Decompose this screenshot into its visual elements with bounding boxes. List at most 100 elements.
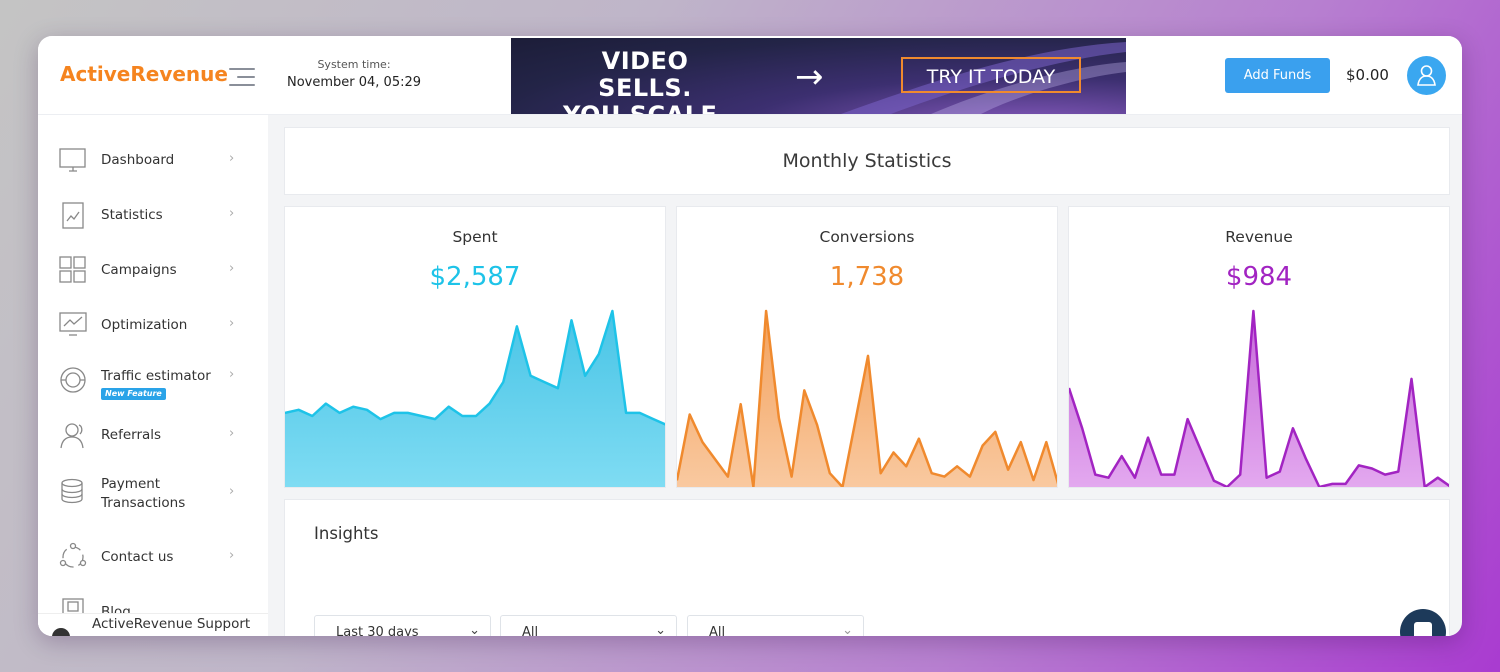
chart-screen-icon xyxy=(59,312,87,336)
chart-point xyxy=(379,418,382,420)
sidebar-item-label: Contact us xyxy=(101,549,174,565)
chart-point xyxy=(339,412,341,414)
chart-point xyxy=(918,438,920,440)
menu-toggle-icon[interactable] xyxy=(229,68,255,86)
chart-point xyxy=(1094,474,1096,476)
chart-point xyxy=(1020,441,1022,443)
chart-point xyxy=(557,387,559,389)
chart-point xyxy=(1397,471,1399,473)
chart-point xyxy=(639,412,641,414)
chart-point xyxy=(701,441,704,443)
promo-banner[interactable]: VIDEO SELLS. YOU SCALE. → TRY IT TODAY xyxy=(511,38,1126,114)
chevron-down-icon: ⌄ xyxy=(655,623,666,636)
chart-point xyxy=(1410,378,1413,380)
chart-point xyxy=(530,375,532,377)
chart-point xyxy=(298,409,300,411)
sidebar-item-campaigns[interactable]: Campaigns › xyxy=(38,255,268,295)
top-header: ActiveRevenue System time: November 04, … xyxy=(38,36,1462,115)
logo[interactable]: ActiveRevenue xyxy=(60,62,228,86)
banner-cta[interactable]: TRY IT TODAY xyxy=(901,57,1081,93)
chart-point xyxy=(969,476,971,478)
chevron-right-icon: › xyxy=(229,426,235,441)
users-icon xyxy=(60,423,84,449)
chart-point xyxy=(1213,480,1215,482)
sidebar-item-referrals[interactable]: Referrals › xyxy=(38,420,268,460)
system-time-value: November 04, 05:29 xyxy=(286,75,422,90)
chart-point xyxy=(325,403,327,405)
chart-area xyxy=(1069,311,1449,487)
chart-point xyxy=(841,486,844,487)
sidebar-item-contact-us[interactable]: Contact us › xyxy=(38,542,268,582)
chart-point xyxy=(1226,486,1228,487)
network-icon xyxy=(59,542,87,568)
chart-point xyxy=(1345,483,1347,485)
sidebar-item-optimization[interactable]: Optimization › xyxy=(38,310,268,350)
filter-select-2[interactable]: All ⌄ xyxy=(687,615,864,636)
stat-value: $2,587 xyxy=(429,262,521,292)
chart-point xyxy=(598,353,600,355)
banner-line-2: YOU SCALE. xyxy=(555,102,735,115)
chat-icon xyxy=(1414,622,1432,636)
chart-point xyxy=(489,403,491,405)
chart-point xyxy=(765,310,767,312)
chart-point xyxy=(829,472,831,474)
chart-point xyxy=(1187,418,1189,420)
chart-point xyxy=(1424,486,1426,487)
system-time: System time: November 04, 05:29 xyxy=(284,58,424,90)
support-label: ActiveRevenue Support xyxy=(92,616,251,632)
sidebar-item-payment-transactions[interactable]: Payment Transactions › xyxy=(38,473,268,517)
account-balance: $0.00 xyxy=(1346,66,1389,84)
chart-point xyxy=(1331,483,1333,485)
coins-icon xyxy=(61,478,83,504)
stat-card-spent: Spent $2,587 xyxy=(284,206,666,488)
banner-line-1: VIDEO SELLS. xyxy=(598,47,692,102)
chart-point xyxy=(803,389,805,391)
chart-point xyxy=(892,451,895,454)
chart-point xyxy=(1160,474,1162,476)
chart-point xyxy=(1437,477,1439,479)
chart-point xyxy=(652,418,654,420)
chart-point xyxy=(1147,437,1149,439)
chart-point xyxy=(1292,427,1294,429)
sidebar-item-label: Statistics xyxy=(101,207,163,223)
support-bar[interactable]: ActiveRevenue Support xyxy=(38,613,268,636)
chart-point xyxy=(714,458,716,460)
filter-select-1[interactable]: All ⌄ xyxy=(500,615,677,636)
chart-point xyxy=(931,472,933,474)
chart-point xyxy=(943,476,945,478)
user-icon xyxy=(1417,65,1436,86)
chart-point xyxy=(1121,455,1123,457)
chevron-down-icon: ⌄ xyxy=(842,623,853,636)
stat-name: Spent xyxy=(452,228,498,246)
chart-point xyxy=(982,445,984,447)
chart-point xyxy=(1371,467,1373,470)
sidebar-item-label: Traffic estimator xyxy=(101,368,211,384)
chart-area xyxy=(677,311,1057,487)
user-avatar[interactable] xyxy=(1407,56,1446,95)
sidebar-item-label: Optimization xyxy=(101,317,188,333)
chevron-right-icon: › xyxy=(229,548,235,563)
add-funds-button[interactable]: Add Funds xyxy=(1225,58,1330,93)
stat-name: Revenue xyxy=(1225,228,1293,246)
chart-point xyxy=(475,415,477,417)
chart-point xyxy=(1134,477,1136,479)
chart-point xyxy=(854,420,856,422)
chart-point xyxy=(994,431,996,433)
chart-point xyxy=(778,417,780,419)
chart-point xyxy=(393,412,395,414)
chevron-right-icon: › xyxy=(229,151,235,166)
chart-point xyxy=(407,412,409,414)
chart-point xyxy=(677,479,678,481)
sidebar-item-statistics[interactable]: Statistics › xyxy=(38,200,268,240)
system-time-label: System time: xyxy=(317,58,391,71)
revenue-sparkline xyxy=(1069,309,1449,487)
date-range-select[interactable]: Last 30 days ⌄ xyxy=(314,615,491,636)
chart-point xyxy=(352,406,354,408)
monthly-statistics-panel: Monthly Statistics xyxy=(284,127,1450,195)
chart-point xyxy=(867,355,869,357)
chevron-down-icon: ⌄ xyxy=(469,623,480,636)
sidebar-item-dashboard[interactable]: Dashboard › xyxy=(38,145,268,185)
chart-point xyxy=(570,319,573,321)
insights-title: Insights xyxy=(314,524,379,543)
sidebar-item-traffic-estimator[interactable]: Traffic estimator New Feature › xyxy=(38,365,268,405)
